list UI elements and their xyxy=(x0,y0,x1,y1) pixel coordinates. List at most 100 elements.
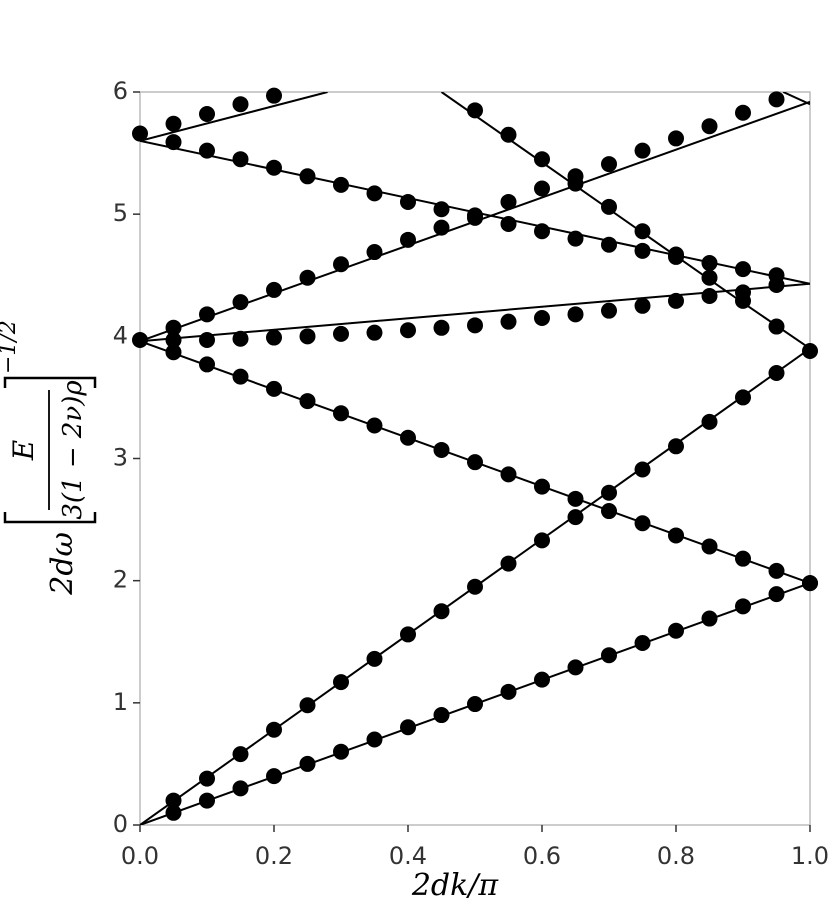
data-point xyxy=(735,550,751,567)
data-point xyxy=(601,236,617,253)
data-point xyxy=(500,313,517,330)
data-point xyxy=(199,105,215,122)
y-tick-label: 1 xyxy=(113,688,128,716)
right-bracket xyxy=(3,376,97,388)
data-point xyxy=(266,329,282,346)
data-point xyxy=(768,364,785,381)
data-point xyxy=(701,269,718,286)
data-point xyxy=(634,461,651,478)
data-point xyxy=(400,193,416,210)
data-point xyxy=(567,230,584,247)
data-point xyxy=(601,484,617,501)
data-point xyxy=(299,269,316,286)
data-point xyxy=(601,302,617,319)
data-point xyxy=(199,306,215,323)
y-label-denominator: 3(1 − 2ν)ρ xyxy=(58,380,88,520)
data-point xyxy=(165,319,182,336)
data-point xyxy=(601,647,617,664)
data-point xyxy=(467,454,483,471)
data-point xyxy=(634,297,651,314)
data-point xyxy=(333,674,349,691)
data-point xyxy=(433,707,450,724)
data-point xyxy=(701,255,718,272)
data-point xyxy=(433,441,450,458)
data-point xyxy=(165,115,182,132)
data-point xyxy=(400,719,416,736)
data-point xyxy=(735,284,751,301)
data-point xyxy=(333,325,349,342)
data-point xyxy=(333,256,349,273)
data-point xyxy=(668,292,684,309)
data-point xyxy=(467,209,483,226)
x-axis-label: 2dk/π xyxy=(411,868,500,903)
data-point xyxy=(701,288,718,305)
y-label-exponent: −1/2 xyxy=(0,320,21,374)
data-point xyxy=(768,586,785,603)
y-tick-label: 5 xyxy=(113,199,128,227)
data-point xyxy=(601,503,617,520)
data-point xyxy=(735,261,751,278)
data-point xyxy=(366,417,383,434)
data-point xyxy=(433,603,450,620)
data-point xyxy=(500,126,517,143)
data-point xyxy=(199,792,215,809)
data-point xyxy=(668,438,684,455)
y-tick-label: 4 xyxy=(113,321,128,349)
data-point xyxy=(165,792,182,809)
data-point xyxy=(433,219,450,236)
data-point xyxy=(567,306,584,323)
data-point xyxy=(768,267,785,284)
data-point xyxy=(701,118,718,135)
data-point xyxy=(601,198,617,215)
x-tick-label: 0.8 xyxy=(657,842,695,870)
y-tick-label: 3 xyxy=(113,444,128,472)
x-tick-label: 0.4 xyxy=(389,842,427,870)
data-point xyxy=(366,650,383,667)
x-tick-label: 0.0 xyxy=(121,842,159,870)
data-point xyxy=(366,731,383,748)
x-tick-label: 1.0 xyxy=(791,842,829,870)
data-point xyxy=(534,671,550,688)
data-point xyxy=(366,185,383,202)
plot-layer: 0 1 2 3 4 5 6 0.0 0.2 0.4 0.6 0.8 1.0 xyxy=(113,77,829,870)
data-point xyxy=(634,515,651,532)
left-bracket xyxy=(3,512,97,524)
data-point xyxy=(467,102,483,119)
data-point xyxy=(500,466,517,483)
x-tick-label: 0.6 xyxy=(523,842,561,870)
data-point xyxy=(500,555,517,572)
data-point xyxy=(232,294,249,311)
data-point xyxy=(232,96,249,113)
data-point xyxy=(433,319,450,336)
data-point xyxy=(299,393,316,410)
data-point xyxy=(567,659,584,676)
data-point xyxy=(266,159,282,176)
data-point xyxy=(500,193,517,210)
x-tick-label: 0.2 xyxy=(255,842,293,870)
curve xyxy=(140,282,810,343)
data-point xyxy=(232,780,249,797)
data-point xyxy=(735,389,751,406)
data-point xyxy=(199,356,215,373)
y-tick-label: 0 xyxy=(113,810,128,838)
data-point xyxy=(768,562,785,579)
data-point xyxy=(232,330,249,347)
data-point xyxy=(735,104,751,121)
data-point xyxy=(333,176,349,193)
data-point xyxy=(433,201,450,218)
data-point xyxy=(366,324,383,341)
data-point xyxy=(701,538,718,555)
data-point xyxy=(567,175,584,192)
data-point xyxy=(534,180,550,197)
data-point xyxy=(534,310,550,327)
data-point xyxy=(634,142,651,159)
data-point xyxy=(500,683,517,700)
y-label-numerator: E xyxy=(7,440,40,461)
data-point xyxy=(333,743,349,760)
data-point xyxy=(735,598,751,615)
data-point xyxy=(701,610,718,627)
data-point xyxy=(668,527,684,544)
y-tick-label: 2 xyxy=(113,566,128,594)
